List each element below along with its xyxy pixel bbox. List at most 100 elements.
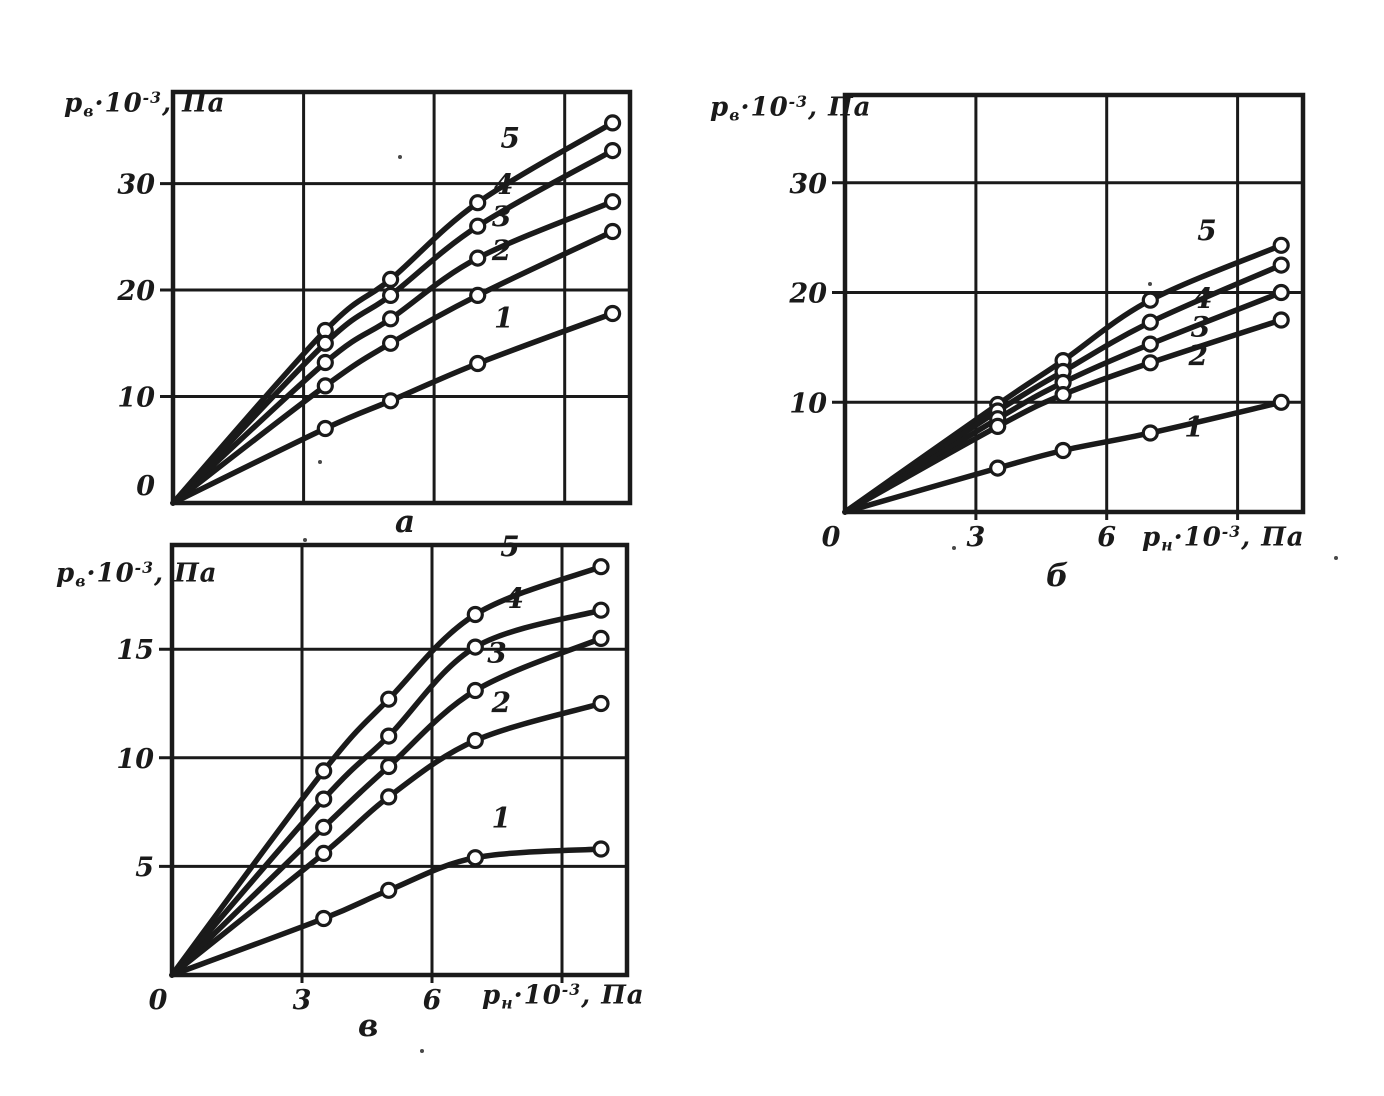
chart-a-plot-area: 0 10 20 30 5 432 1 (116, 89, 633, 506)
data-marker-series-2 (316, 377, 334, 395)
pressure-subscript: в (729, 105, 741, 125)
data-marker-series-5 (380, 690, 398, 708)
unit: , Па (1241, 522, 1305, 553)
chart-b-caption: б (1046, 558, 1069, 594)
curve-label-5: 5 (501, 121, 520, 154)
y-tick-label-10: 10 (117, 383, 155, 414)
data-marker-series-4 (382, 286, 400, 304)
y-tick-label-15: 15 (116, 635, 154, 666)
plot-frame (169, 542, 630, 978)
data-marker-series-4 (315, 790, 333, 808)
data-marker-series-1 (1272, 393, 1290, 411)
curve-label-4: 4 (494, 168, 513, 201)
multiplier: ·10 (1173, 522, 1222, 553)
curve-label-5: 5 (500, 530, 519, 563)
plot-frame (170, 89, 633, 506)
curve-label-3: 3 (492, 200, 511, 233)
unit: , Па (581, 980, 645, 1011)
data-marker-series-2 (1141, 354, 1159, 372)
data-marker-series-3 (592, 629, 610, 648)
unit: , Па (162, 88, 226, 119)
data-marker-series-5 (466, 605, 484, 624)
pressure-subscript: в (75, 571, 87, 591)
pressure-symbol: p (710, 92, 730, 123)
data-marker-series-1 (592, 840, 610, 858)
data-marker-series-1 (469, 354, 487, 373)
chart-v-caption: в (358, 1008, 379, 1044)
pressure-subscript: н (501, 993, 514, 1013)
pressure-symbol: p (482, 980, 502, 1011)
data-marker-series-2 (380, 788, 398, 806)
chart-a-caption: а (395, 504, 416, 540)
data-marker-series-2 (315, 844, 333, 862)
curve-label-5: 5 (1197, 214, 1216, 247)
unit: , Па (154, 558, 218, 589)
data-marker-series-2 (466, 731, 484, 750)
y-tick-label-10: 10 (116, 744, 154, 775)
exponent: -3 (134, 558, 154, 577)
chart-v-y-axis-label: pв·10-3, Па (56, 558, 218, 591)
chart-v-plot-area: 5 10 15 0 3 6 5 4 3 2 1 (116, 530, 630, 1016)
scan-speckle (1334, 556, 1338, 560)
multiplier: ·10 (86, 558, 135, 589)
exponent: -3 (788, 92, 808, 111)
data-marker-series-5 (469, 194, 487, 212)
data-marker-series-3 (315, 818, 333, 836)
data-marker-series-3 (469, 249, 487, 267)
pressure-subscript: н (1161, 535, 1174, 555)
pressure-symbol: p (1142, 522, 1162, 553)
data-marker-series-3 (1141, 335, 1159, 353)
data-marker-series-1 (380, 881, 398, 899)
data-marker-series-5 (382, 270, 400, 288)
curve-label-1: 1 (1184, 410, 1203, 443)
data-marker-series-1 (466, 849, 484, 867)
data-marker-series-4 (380, 727, 398, 745)
chart-a: 0 10 20 30 5 4 3 2 1 (116, 89, 633, 506)
data-marker-series-3 (466, 681, 484, 700)
data-marker-series-4 (604, 141, 622, 160)
data-marker-series-2 (469, 286, 487, 304)
multiplier: ·10 (740, 92, 789, 123)
data-marker-series-2 (989, 417, 1007, 435)
data-marker-series-2 (1054, 386, 1072, 404)
y-tick-label-0: 0 (136, 471, 155, 502)
multiplier: ·10 (513, 980, 562, 1011)
chart-v: 5 10 15 0 3 6 5 4 3 2 1 (116, 530, 630, 1016)
x-tick-label-3: 3 (967, 522, 986, 553)
data-marker-series-5 (1141, 291, 1159, 309)
data-marker-series-4 (316, 334, 334, 352)
scan-speckle (318, 460, 322, 464)
data-marker-series-5 (1272, 236, 1290, 254)
data-marker-series-1 (382, 392, 400, 410)
chart-b-y-axis-label: pв·10-3, Па (710, 92, 872, 125)
curve-label-4: 4 (505, 582, 524, 615)
exponent: -3 (142, 88, 162, 107)
curve-label-1: 1 (494, 301, 513, 334)
chart-b-x-axis-label: pн·10-3, Па (1142, 522, 1305, 555)
chart-b: 10 20 30 0 3 6 5 4 3 2 1 (788, 92, 1306, 553)
x-tick-label-6: 6 (1097, 522, 1116, 553)
data-marker-series-4 (1272, 256, 1290, 274)
data-marker-series-3 (316, 353, 334, 372)
pressure-subscript: в (83, 101, 95, 121)
curve-label-2: 2 (1188, 339, 1208, 372)
data-marker-series-1 (1141, 424, 1159, 442)
y-tick-label-10: 10 (789, 388, 827, 419)
y-tick-label-30: 30 (789, 169, 827, 200)
scan-speckle (420, 1049, 424, 1053)
data-marker-series-3 (382, 310, 400, 328)
y-tick-label-20: 20 (116, 276, 155, 307)
data-marker-series-5 (592, 558, 610, 576)
data-marker-series-3 (1272, 283, 1290, 302)
scan-speckle (952, 546, 956, 550)
scan-speckle (398, 155, 402, 159)
plot-frame (842, 92, 1306, 515)
curve-label-3: 3 (487, 636, 506, 669)
curve-label-2: 2 (491, 686, 511, 719)
pressure-symbol: p (64, 88, 84, 119)
pressure-symbol: p (56, 558, 76, 589)
data-marker-series-5 (604, 114, 622, 132)
data-marker-series-4 (1141, 313, 1159, 331)
